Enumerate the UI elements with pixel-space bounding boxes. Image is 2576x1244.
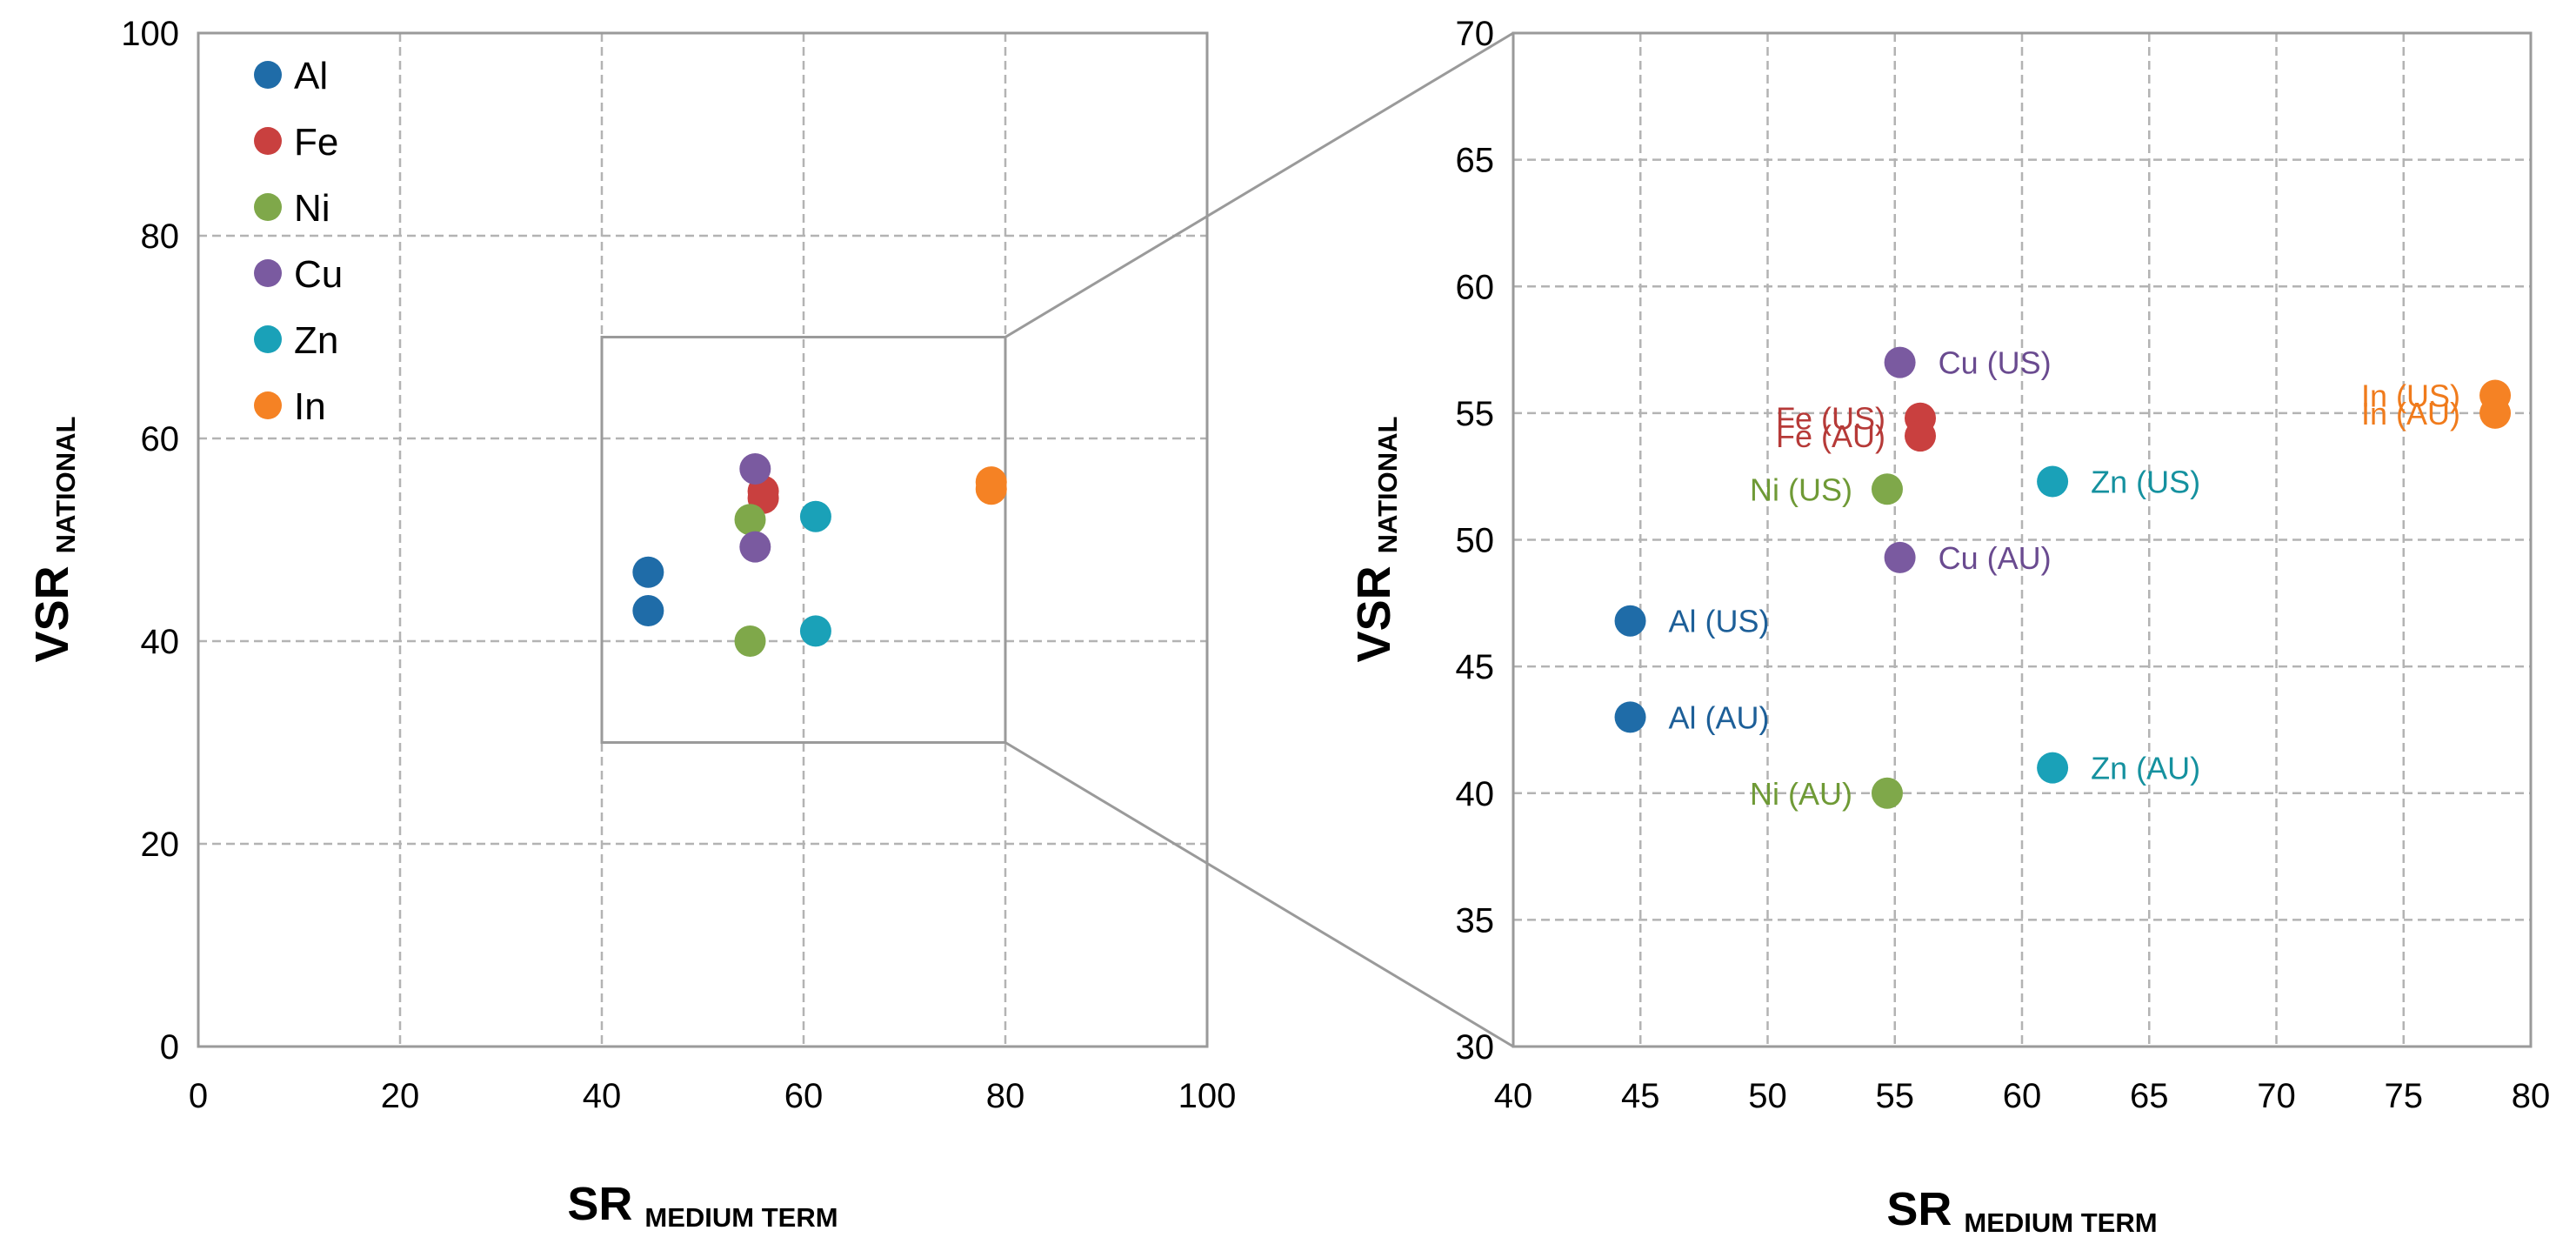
overview-point-zn-0 bbox=[799, 500, 831, 532]
zoom-point-al-us bbox=[1614, 605, 1646, 637]
zoom-region-rect bbox=[600, 336, 1007, 744]
legend-label-in: In bbox=[294, 385, 326, 428]
zoom-x-tick-50: 50 bbox=[1748, 1077, 1787, 1115]
zoom-point-zn-us bbox=[2037, 465, 2069, 498]
overview-plot-frame bbox=[197, 31, 1209, 1048]
zoom-point-ni-us bbox=[1871, 473, 1903, 505]
legend-label-al: Al bbox=[294, 55, 328, 97]
zoom-point-zn-au bbox=[2037, 752, 2069, 784]
overview-x-tick-0: 0 bbox=[189, 1077, 208, 1115]
overview-x-axis-title: SR MEDIUM TERM bbox=[567, 1178, 838, 1233]
connector-bottom bbox=[1004, 741, 1514, 1048]
zoom-x-tick-55: 55 bbox=[1876, 1077, 1915, 1115]
overview-data-points bbox=[632, 452, 1007, 657]
overview-y-tick-40: 40 bbox=[141, 623, 180, 661]
zoom-point-al-au bbox=[1614, 701, 1646, 733]
zoom-y-tick-35: 35 bbox=[1456, 901, 1495, 940]
overview-y-tick-0: 0 bbox=[160, 1028, 179, 1067]
overview-x-tick-20: 20 bbox=[381, 1077, 420, 1115]
overview-y-tick-60: 60 bbox=[141, 420, 180, 458]
zoom-panel: 40 45 50 55 60 65 70 75 80 30 35 40 45 50 55 60 65 70 Al … bbox=[1348, 15, 2550, 1238]
legend-marker-fe bbox=[254, 127, 282, 155]
overview-point-in-1 bbox=[975, 473, 1007, 505]
zoom-y-tick-65: 65 bbox=[1456, 142, 1495, 180]
zoom-y-tick-40: 40 bbox=[1456, 775, 1495, 813]
legend-marker-cu bbox=[254, 259, 282, 287]
zoom-y-tick-70: 70 bbox=[1456, 15, 1495, 53]
overview-point-zn-1 bbox=[799, 615, 831, 647]
zoom-point-label-al-au: Al (AU) bbox=[1669, 699, 1770, 735]
legend-marker-ni bbox=[254, 193, 282, 221]
overview-point-cu-0 bbox=[739, 452, 771, 485]
zoom-point-label-fe-us: Fe (US) bbox=[1776, 401, 1885, 437]
zoom-x-axis-title: SR MEDIUM TERM bbox=[1886, 1183, 2157, 1238]
zoom-x-tick-70: 70 bbox=[2257, 1077, 2296, 1115]
zoom-plot-frame bbox=[1512, 31, 2533, 1048]
zoom-point-label-in-au: In (AU) bbox=[2361, 396, 2460, 431]
legend-label-zn: Zn bbox=[294, 319, 338, 362]
zoom-point-label-fe-au: Fe (AU) bbox=[1776, 418, 1885, 454]
zoom-y-tick-50: 50 bbox=[1456, 522, 1495, 560]
zoom-point-label-ni-us: Ni (US) bbox=[1750, 472, 1852, 507]
zoom-y-tick-60: 60 bbox=[1456, 268, 1495, 306]
overview-x-tick-100: 100 bbox=[1178, 1077, 1237, 1115]
zoom-x-tick-60: 60 bbox=[2003, 1077, 2042, 1115]
zoom-point-cu-au bbox=[1884, 541, 1916, 573]
zoom-x-tick-65: 65 bbox=[2130, 1077, 2169, 1115]
legend-marker-zn bbox=[254, 325, 282, 353]
zoom-x-tick-40: 40 bbox=[1494, 1077, 1533, 1115]
zoom-x-tick-80: 80 bbox=[2512, 1077, 2551, 1115]
overview-point-al-1 bbox=[632, 595, 664, 627]
overview-gridlines bbox=[198, 33, 1207, 1047]
zoom-point-in-au bbox=[2479, 397, 2512, 429]
zoom-connector-lines bbox=[1004, 31, 1514, 1048]
overview-y-axis-title: VSRNATIONAL bbox=[26, 417, 81, 663]
zoom-x-tick-75: 75 bbox=[2385, 1077, 2424, 1115]
zoom-gridlines bbox=[1513, 33, 2531, 1047]
overview-x-tick-80: 80 bbox=[986, 1077, 1025, 1115]
zoom-point-label-zn-us: Zn (US) bbox=[2091, 465, 2200, 500]
zoom-point-label-zn-au: Zn (AU) bbox=[2091, 751, 2200, 786]
overview-y-tick-80: 80 bbox=[141, 217, 180, 256]
overview-y-tick-100: 100 bbox=[121, 15, 179, 53]
zoom-point-label-cu-us: Cu (US) bbox=[1939, 345, 2052, 381]
overview-point-ni-0 bbox=[734, 504, 766, 536]
zoom-y-axis-title: VSRNATIONAL bbox=[1348, 417, 1403, 663]
zoom-point-label-in-us: In (US) bbox=[2361, 378, 2460, 413]
zoom-tick-labels: 40 45 50 55 60 65 70 75 80 30 35 40 45 50 55 60 65 70 bbox=[1456, 15, 2551, 1115]
zoom-point-label-al-us: Al (US) bbox=[1669, 604, 1770, 639]
overview-x-tick-60: 60 bbox=[784, 1077, 824, 1115]
zoom-point-ni-au bbox=[1871, 777, 1903, 809]
connector-top bbox=[1004, 31, 1514, 338]
overview-panel: 0 20 40 60 80 100 0 20 40 60 80 100 Al Fe Ni Cu Zn In SR… bbox=[26, 15, 1236, 1233]
overview-tick-labels: 0 20 40 60 80 100 0 20 40 60 80 100 bbox=[121, 15, 1236, 1115]
overview-point-ni-1 bbox=[734, 625, 766, 657]
legend-marker-in bbox=[254, 391, 282, 419]
legend-marker-al bbox=[254, 61, 282, 89]
zoom-y-tick-45: 45 bbox=[1456, 648, 1495, 686]
overview-x-tick-40: 40 bbox=[583, 1077, 622, 1115]
zoom-y-tick-55: 55 bbox=[1456, 395, 1495, 433]
overview-y-tick-20: 20 bbox=[141, 826, 180, 864]
zoom-point-label-ni-au: Ni (AU) bbox=[1750, 776, 1852, 812]
zoom-point-fe-au bbox=[1905, 420, 1936, 452]
zoom-point-label-cu-au: Cu (AU) bbox=[1939, 540, 2052, 576]
zoom-point-cu-us bbox=[1884, 346, 1916, 378]
legend: Al Fe Ni Cu Zn In bbox=[254, 55, 343, 428]
zoom-x-tick-45: 45 bbox=[1621, 1077, 1660, 1115]
zoom-region-box bbox=[600, 336, 1007, 744]
overview-point-al-0 bbox=[632, 556, 664, 588]
zoom-y-tick-30: 30 bbox=[1456, 1028, 1495, 1067]
legend-label-fe: Fe bbox=[294, 121, 338, 164]
legend-label-ni: Ni bbox=[294, 187, 330, 230]
zoom-data-points: Al (US) Al (AU) Fe (US)Fe (AU) Ni (US) Ni (A… bbox=[1614, 345, 2512, 812]
legend-label-cu: Cu bbox=[294, 253, 343, 296]
overview-point-cu-1 bbox=[739, 531, 771, 563]
